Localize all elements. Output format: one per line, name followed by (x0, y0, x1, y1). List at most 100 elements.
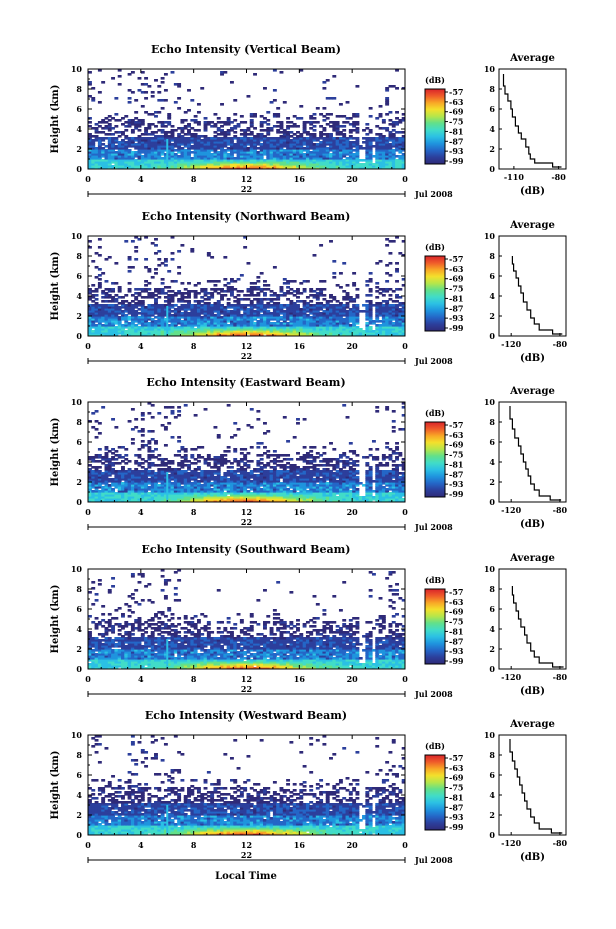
heatmap-cell (177, 490, 182, 493)
heatmap-cell (279, 135, 284, 138)
heatmap-cell (322, 316, 327, 319)
heatmap-cell (378, 141, 383, 144)
heatmap-cell (332, 159, 337, 162)
heatmap-cell (299, 163, 304, 166)
heatmap-cell (332, 129, 337, 132)
heatmap-cell (140, 412, 145, 415)
heatmap-cell (127, 328, 132, 331)
heatmap-cell (381, 322, 386, 325)
heatmap-cell (368, 143, 373, 146)
heatmap-cell (137, 330, 142, 333)
heatmap-cell (180, 127, 185, 130)
heatmap-cell (117, 159, 122, 162)
heatmap-cell (299, 300, 304, 303)
heatmap-cell (223, 155, 228, 158)
heatmap-cell (256, 157, 261, 160)
heatmap-cell (173, 280, 178, 283)
heatmap-cell (338, 159, 343, 162)
heatmap-cell (325, 322, 330, 325)
heatmap-cell (210, 159, 215, 162)
heatmap-cell (97, 334, 102, 336)
heatmap-cell (150, 153, 155, 156)
heatmap-cell (190, 135, 195, 138)
heatmap-cell (193, 157, 198, 160)
heatmap-cell (266, 155, 271, 158)
heatmap-cell (147, 123, 152, 126)
heatmap-cell (352, 272, 357, 275)
heatmap-cell (279, 332, 284, 335)
heatmap-cell (167, 113, 172, 116)
heatmap-cell (342, 125, 347, 128)
heatmap-cell (213, 496, 218, 499)
heatmap-cell (375, 318, 380, 321)
heatmap-cell (282, 330, 287, 333)
heatmap-cell (325, 310, 330, 313)
heatmap-cell (147, 488, 152, 491)
heatmap-cell (286, 127, 291, 130)
heatmap-cell (140, 91, 145, 94)
heatmap-cell (203, 153, 208, 156)
heatmap-cell (286, 131, 291, 134)
heatmap-cell (206, 254, 211, 257)
heatmap-cell (163, 165, 168, 168)
heatmap-cell (385, 272, 390, 275)
heatmap-cell (375, 139, 380, 142)
heatmap-cell (381, 332, 386, 335)
heatmap-cell (111, 288, 116, 291)
heatmap-cell (157, 500, 162, 502)
heatmap-cell (309, 165, 314, 168)
heatmap-cell (167, 490, 172, 493)
heatmap-cell (279, 155, 284, 158)
heatmap-cell (279, 121, 284, 124)
heatmap-cell (203, 326, 208, 329)
heatmap-cell (296, 161, 300, 164)
heatmap-cell (213, 141, 218, 144)
heatmap-cell (111, 330, 116, 333)
heatmap-cell (187, 326, 191, 329)
average-x-label: (dB) (520, 353, 545, 364)
heatmap-cell (154, 482, 158, 485)
heatmap-cell (101, 153, 106, 156)
heatmap-cell (150, 131, 155, 134)
heatmap-cell (170, 236, 175, 239)
heatmap-cell (97, 432, 102, 435)
heatmap-cell (239, 151, 244, 154)
heatmap-cell (101, 147, 106, 150)
heatmap-cell (144, 476, 149, 479)
heatmap-cell (187, 290, 191, 293)
heatmap-cell (167, 334, 172, 336)
heatmap-cell (223, 131, 228, 134)
heatmap-cell (167, 131, 172, 134)
heatmap-cell (332, 137, 337, 140)
heatmap-cell (375, 306, 380, 309)
heatmap-cell (233, 296, 238, 299)
heatmap-cell (319, 161, 324, 164)
heatmap-cell (200, 149, 205, 152)
heatmap-cell (220, 133, 224, 136)
heatmap-cell (147, 133, 152, 136)
heatmap-cell (104, 149, 109, 152)
heatmap-cell (342, 296, 347, 299)
heatmap-cell (338, 155, 343, 158)
average-profile-line (502, 74, 562, 168)
heatmap-cell (289, 316, 294, 319)
heatmap-cell (296, 157, 300, 160)
heatmap-cell (193, 161, 198, 164)
heatmap-cell (322, 149, 327, 152)
heatmap-cell (269, 163, 274, 166)
heatmap-cell (104, 127, 109, 130)
heatmap-cell (312, 133, 317, 136)
heatmap-cell (124, 478, 129, 481)
heatmap-cell (193, 472, 198, 475)
heatmap-cell (154, 157, 158, 160)
heatmap-cell (124, 498, 129, 501)
heatmap-cell (196, 141, 201, 144)
heatmap-cell (299, 314, 304, 317)
heatmap-cell (388, 322, 393, 325)
heatmap-cell (206, 304, 211, 307)
heatmap-cell (276, 320, 281, 323)
heatmap-cell (358, 328, 363, 331)
heatmap-cell (236, 290, 241, 293)
heatmap-cell (111, 300, 116, 303)
heatmap-cell (226, 119, 231, 122)
